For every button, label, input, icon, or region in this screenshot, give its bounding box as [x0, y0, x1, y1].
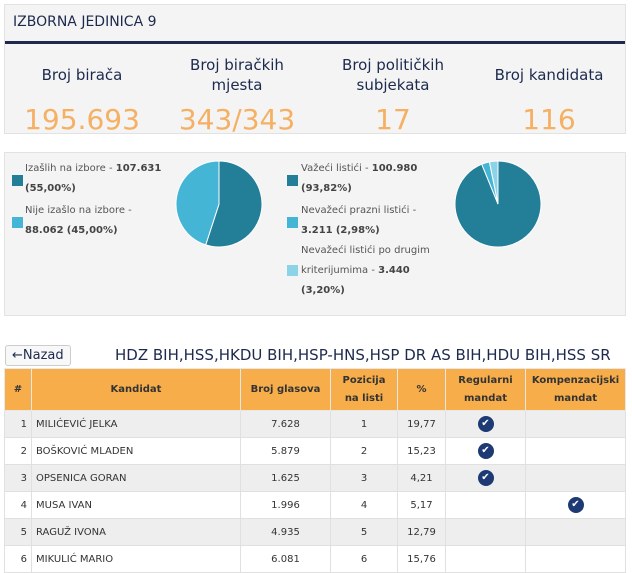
col-header: Kompenzacijski mandat: [525, 368, 626, 411]
col-header: %: [397, 368, 446, 411]
candidate-name: MIKULIĆ MARIO: [31, 545, 241, 573]
percent: 12,79: [397, 518, 446, 546]
percent: 4,21: [397, 464, 446, 492]
legend-valid: Važeći listići - 100.980 (93,82%): [301, 163, 418, 194]
row-number: 2: [4, 437, 32, 465]
candidate-name: OPSENICA GORAN: [31, 464, 241, 492]
legend-swatch: [287, 217, 298, 228]
list-position: 5: [330, 518, 398, 546]
votes: 1.996: [240, 491, 331, 519]
table-row: 1 MILIĆEVIĆ JELKA 7.628 1 19,77 ✔: [4, 410, 626, 438]
row-number: 5: [4, 518, 32, 546]
list-position: 3: [330, 464, 398, 492]
col-header: #: [4, 368, 32, 411]
col-header: Broj glasova: [240, 368, 331, 411]
list-position: 1: [330, 410, 398, 438]
row-number: 6: [4, 545, 32, 573]
charts-panel: Izašlih na izbore - 107.631 (55,00%) Nije…: [4, 152, 626, 316]
regular-mandate: [445, 545, 526, 573]
page-title: IZBORNA JEDINICA 9: [13, 14, 157, 30]
list-position: 6: [330, 545, 398, 573]
candidate-name: MILIĆEVIĆ JELKA: [31, 410, 241, 438]
regular-mandate: [445, 491, 526, 519]
check-circle-icon: ✔: [477, 416, 494, 432]
pie-slice: [175, 160, 220, 246]
compensation-mandate: [525, 518, 626, 546]
divider: [5, 41, 625, 44]
legend-swatch: [287, 265, 298, 276]
ballots-pie-chart: [454, 160, 542, 248]
votes: 1.625: [240, 464, 331, 492]
regular-mandate: ✔: [445, 410, 526, 438]
col-header: Pozicija na listi: [330, 368, 398, 411]
regular-mandate: ✔: [445, 437, 526, 465]
votes: 5.879: [240, 437, 331, 465]
pie-slice: [205, 160, 263, 248]
stat-polling-stations: Broj biračkih mjesta 343/343: [178, 56, 296, 136]
stat-voters: Broj birača 195.693: [24, 66, 140, 136]
col-header: Kandidat: [31, 368, 241, 411]
col-header: Regularni mandat: [445, 368, 526, 411]
stat-parties: Broj političkih subjekata 17: [342, 56, 444, 136]
summary-panel: IZBORNA JEDINICA 9 Broj birača 195.693 Br…: [4, 4, 626, 136]
percent: 5,17: [397, 491, 446, 519]
legend-turnout-out: Nije izašlo na izbore - 88.062 (45,00%): [25, 205, 132, 236]
turnout-pie-chart: [175, 160, 263, 248]
compensation-mandate: [525, 437, 626, 465]
votes: 7.628: [240, 410, 331, 438]
table-row: 6 MIKULIĆ MARIO 6.081 6 15,76: [4, 545, 626, 573]
arrow-left-icon: ←: [12, 348, 23, 363]
check-circle-icon: ✔: [477, 470, 494, 486]
percent: 19,77: [397, 410, 446, 438]
list-position: 2: [330, 437, 398, 465]
row-number: 1: [4, 410, 32, 438]
legend-swatch: [287, 175, 298, 186]
table-row: 5 RAGUŽ IVONA 4.935 5 12,79: [4, 518, 626, 546]
regular-mandate: ✔: [445, 464, 526, 492]
candidate-name: BOŠKOVIĆ MLADEN: [31, 437, 241, 465]
candidate-name: RAGUŽ IVONA: [31, 518, 241, 546]
party-name: HDZ BIH,HSS,HKDU BIH,HSP-HNS,HSP DR AS B…: [115, 346, 611, 364]
table-row: 4 MUSA IVAN 1.996 4 5,17 ✔: [4, 491, 626, 519]
table-row: 2 BOŠKOVIĆ MLADEN 5.879 2 15,23 ✔: [4, 437, 626, 465]
legend-turnout-in: Izašlih na izbore - 107.631 (55,00%): [25, 163, 162, 194]
compensation-mandate: [525, 545, 626, 573]
compensation-mandate: ✔: [525, 491, 626, 519]
check-circle-icon: ✔: [477, 443, 494, 459]
votes: 6.081: [240, 545, 331, 573]
row-number: 4: [4, 491, 32, 519]
regular-mandate: [445, 518, 526, 546]
back-button[interactable]: ←Nazad: [5, 345, 71, 366]
table-row: 3 OPSENICA GORAN 1.625 3 4,21 ✔: [4, 464, 626, 492]
check-circle-icon: ✔: [567, 497, 584, 513]
votes: 4.935: [240, 518, 331, 546]
list-position: 4: [330, 491, 398, 519]
percent: 15,23: [397, 437, 446, 465]
compensation-mandate: [525, 464, 626, 492]
percent: 15,76: [397, 545, 446, 573]
candidate-name: MUSA IVAN: [31, 491, 241, 519]
pie-slice: [488, 160, 499, 205]
compensation-mandate: [525, 410, 626, 438]
legend-swatch: [12, 217, 23, 228]
legend-swatch: [12, 175, 23, 186]
row-number: 3: [4, 464, 32, 492]
legend-other-invalid: Nevažeći listići po drugim kriterijumima…: [301, 245, 430, 296]
stat-candidates: Broj kandidata 116: [494, 66, 604, 136]
legend-blank: Nevažeći prazni listići - 3.211 (2,98%): [301, 205, 417, 236]
candidates-table: # Kandidat Broj glasova Pozicija na list…: [4, 368, 626, 573]
